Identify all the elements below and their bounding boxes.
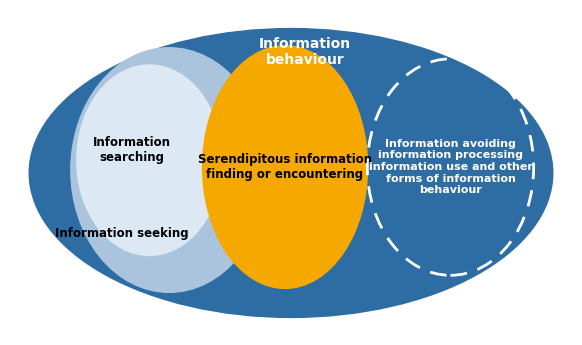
Text: Information seeking: Information seeking — [55, 227, 189, 240]
Text: Information
searching: Information searching — [93, 136, 171, 164]
Ellipse shape — [202, 45, 368, 289]
Ellipse shape — [76, 64, 223, 256]
Ellipse shape — [29, 28, 553, 318]
Text: Serendipitous information
finding or encountering: Serendipitous information finding or enc… — [198, 153, 372, 181]
Text: Information avoiding
information processing
information use and other
forms of i: Information avoiding information process… — [368, 139, 533, 195]
Ellipse shape — [70, 47, 268, 293]
Text: Information
behaviour: Information behaviour — [259, 37, 351, 67]
